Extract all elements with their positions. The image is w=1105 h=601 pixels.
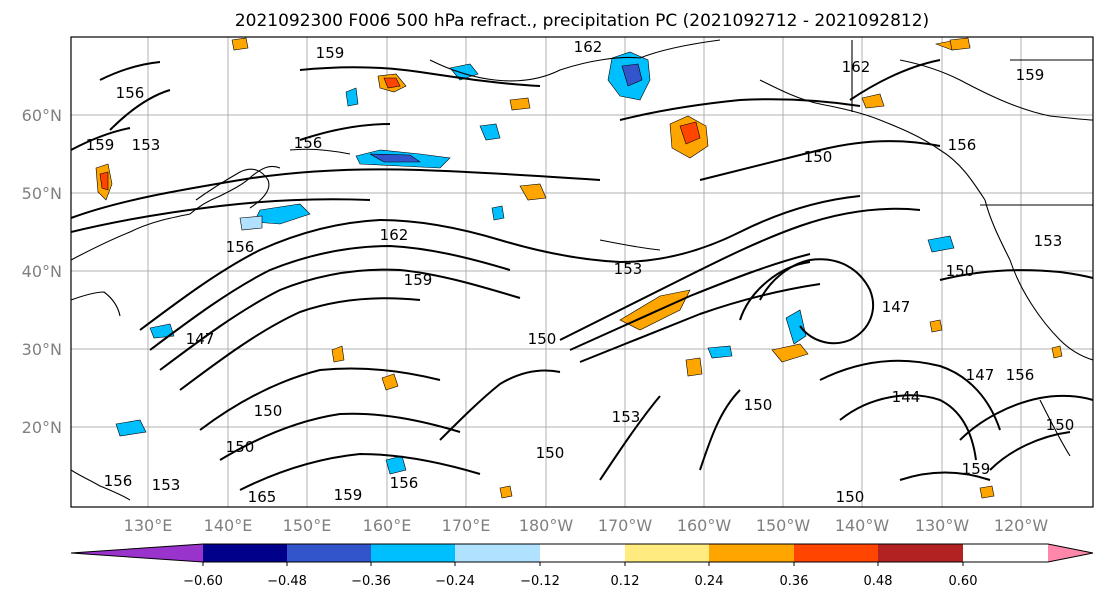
contour-label: 150 xyxy=(1046,416,1075,434)
colorbar-bin xyxy=(371,544,455,562)
colorbar-bin xyxy=(794,544,878,562)
colorbar-bin xyxy=(540,544,625,562)
colorbar-labels: −0.60 −0.48 −0.36 −0.24 −0.12 0.12 0.24 … xyxy=(183,574,977,589)
lon-label: 130°E xyxy=(124,516,173,535)
colorbar-bin xyxy=(287,544,371,562)
contour-label: 147 xyxy=(882,298,911,316)
lat-label: 60°N xyxy=(22,106,62,125)
colorbar-label: −0.24 xyxy=(435,574,475,589)
contour-label: 150 xyxy=(254,402,283,420)
coastlines xyxy=(71,39,1093,501)
colorbar-bin xyxy=(625,544,709,562)
contour-label: 153 xyxy=(614,260,643,278)
contour-label: 156 xyxy=(948,136,977,154)
contour-label: 159 xyxy=(1016,66,1045,84)
contour-label: 159 xyxy=(962,460,991,478)
contour-label: 156 xyxy=(104,472,133,490)
colorbar-label: 0.12 xyxy=(611,574,640,589)
lon-label: 160°W xyxy=(677,516,732,535)
colorbar xyxy=(70,543,1094,566)
colorbar-label: 0.60 xyxy=(949,574,978,589)
contour-label: 150 xyxy=(946,262,975,280)
contour-label: 156 xyxy=(116,84,145,102)
lat-label: 30°N xyxy=(22,340,62,359)
contour-label: 159 xyxy=(404,271,433,289)
colorbar-label: −0.60 xyxy=(183,574,223,589)
lon-labels: 130°E 140°E 150°E 160°E 170°E 180°W 170°… xyxy=(124,516,1049,535)
contour-label: 162 xyxy=(380,226,409,244)
contour-label: 150 xyxy=(744,396,773,414)
colorbar-bin xyxy=(878,544,963,562)
contour-labels: 159 156 153 162 159 156 153 150 147 150 … xyxy=(86,38,1075,506)
figure-title: 2021092300 F006 500 hPa refract., precip… xyxy=(235,11,929,31)
colorbar-label: −0.36 xyxy=(351,574,391,589)
lat-label: 40°N xyxy=(22,262,62,281)
contour-label: 150 xyxy=(804,148,833,166)
lon-label: 140°E xyxy=(204,516,253,535)
lon-label: 140°W xyxy=(835,516,890,535)
contour-label: 162 xyxy=(842,58,871,76)
contour-label: 156 xyxy=(226,238,255,256)
contour-label: 153 xyxy=(1034,232,1063,250)
map-frame xyxy=(70,36,1094,508)
contour-label: 156 xyxy=(294,134,323,152)
contour-label: 147 xyxy=(186,330,215,348)
contour-label: 144 xyxy=(892,388,921,406)
lon-label: 170°E xyxy=(442,516,491,535)
lon-label: 150°W xyxy=(756,516,811,535)
colorbar-label: 0.36 xyxy=(780,574,809,589)
contour-label: 150 xyxy=(836,488,865,506)
colorbar-extend-min xyxy=(71,544,203,562)
lat-labels: 60°N 50°N 40°N 30°N 20°N xyxy=(22,106,62,437)
colorbar-bin xyxy=(203,544,287,562)
lon-label: 130°W xyxy=(915,516,970,535)
contour-label: 156 xyxy=(1006,366,1035,384)
map-panel: 159 156 153 162 159 156 153 150 147 150 … xyxy=(71,37,1093,507)
colorbar-label: 0.48 xyxy=(864,574,893,589)
contour-label: 159 xyxy=(334,486,363,504)
contour-label: 153 xyxy=(612,408,641,426)
lon-label: 150°E xyxy=(283,516,332,535)
colorbar-extend-max xyxy=(1048,544,1093,562)
colorbar-bin xyxy=(709,544,794,562)
refractivity-contours xyxy=(71,59,1093,491)
lon-label: 120°W xyxy=(994,516,1049,535)
contour-label: 162 xyxy=(574,38,603,56)
lon-label: 180°W xyxy=(519,516,574,535)
contour-label: 153 xyxy=(152,476,181,494)
colorbar-label: 0.24 xyxy=(695,574,724,589)
colorbar-bin xyxy=(455,544,540,562)
contour-label: 153 xyxy=(132,136,161,154)
lon-label: 170°W xyxy=(598,516,653,535)
contour-label: 159 xyxy=(316,44,345,62)
contour-label: 165 xyxy=(248,488,277,506)
lon-label: 160°E xyxy=(363,516,412,535)
contour-label: 147 xyxy=(966,366,995,384)
lat-label: 20°N xyxy=(22,418,62,437)
contour-label: 150 xyxy=(536,444,565,462)
colorbar-label: −0.12 xyxy=(520,574,560,589)
lat-label: 50°N xyxy=(22,184,62,203)
colorbar-label: −0.48 xyxy=(267,574,307,589)
contour-label: 150 xyxy=(528,330,557,348)
contour-label: 156 xyxy=(390,474,419,492)
contour-label: 159 xyxy=(86,136,115,154)
contour-label: 150 xyxy=(226,438,255,456)
